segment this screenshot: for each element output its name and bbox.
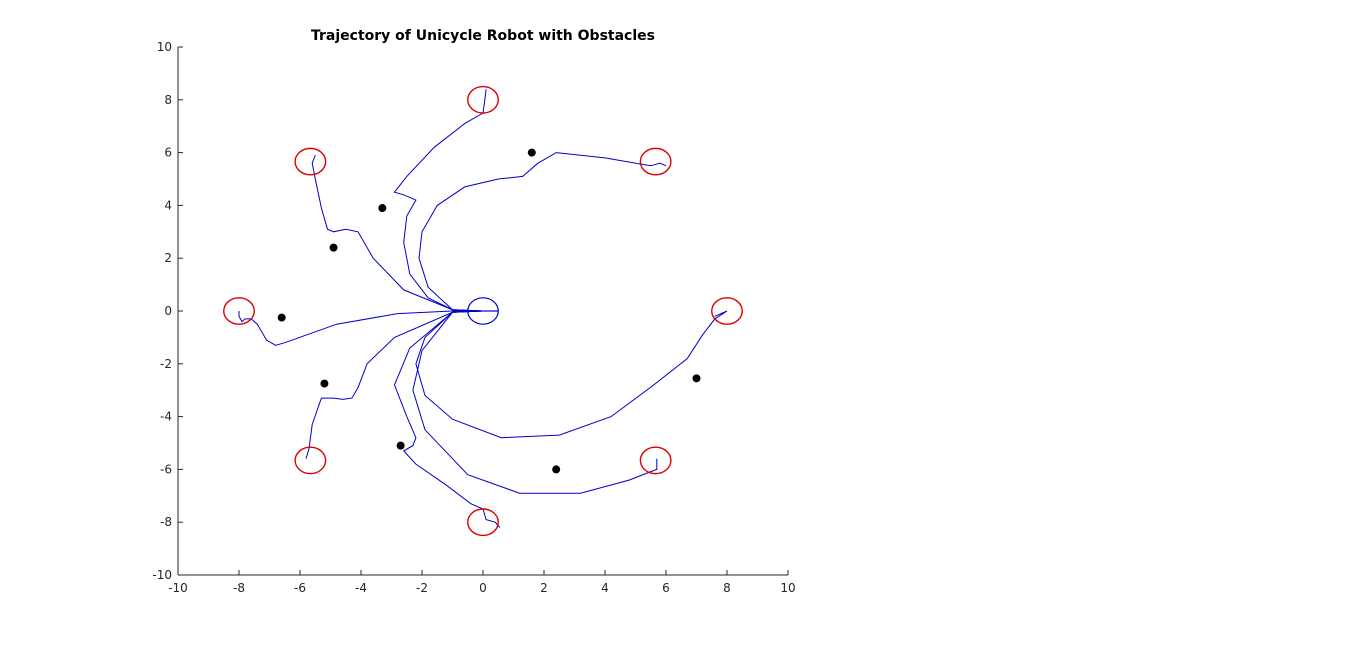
obstacle-point: [320, 379, 329, 388]
y-tick-label: -2: [160, 357, 172, 371]
obstacle-point: [552, 465, 561, 474]
y-tick-label: 6: [164, 146, 172, 160]
y-tick-label: -6: [160, 462, 172, 476]
obstacle-point: [692, 374, 701, 383]
goal-marker: [467, 85, 499, 114]
obstacle-point: [378, 204, 387, 213]
x-tick-label: 8: [723, 581, 731, 595]
x-tick-label: 4: [601, 581, 609, 595]
y-tick-label: 10: [157, 40, 172, 54]
x-tick-label: -6: [294, 581, 306, 595]
y-tick-label: -4: [160, 410, 172, 424]
obstacle-point: [277, 313, 286, 322]
trajectory-line: [311, 155, 484, 312]
obstacle-point: [396, 441, 405, 450]
y-tick-label: -10: [152, 568, 172, 582]
trajectory-line: [393, 310, 501, 528]
x-tick-label: 6: [662, 581, 670, 595]
trajectory-line: [415, 310, 728, 439]
y-tick-label: 4: [164, 198, 172, 212]
goal-marker: [223, 297, 255, 325]
x-tick-label: -8: [233, 581, 245, 595]
chart-title: Trajectory of Unicycle Robot with Obstac…: [311, 28, 655, 44]
y-tick-label: 0: [164, 304, 172, 318]
obstacle-point: [329, 243, 338, 252]
x-tick-label: -4: [355, 581, 367, 595]
goal-marker: [467, 508, 499, 537]
goal-marker: [711, 297, 743, 325]
x-tick-label: -2: [416, 581, 428, 595]
y-tick-label: 8: [164, 93, 172, 107]
plot-area: -10 -8 -6 -4 -2 0 2 4 6 8 10 10 8 6 4 2 0 -2 -4 -6 -8 -10: [152, 40, 795, 595]
trajectory-line: [305, 310, 484, 459]
goal-marker: [639, 147, 672, 176]
trajectory-line: [393, 89, 487, 312]
goal-marker: [639, 446, 672, 475]
x-tick-label: -10: [168, 581, 188, 595]
trajectory-line: [418, 152, 667, 312]
x-tick-label: 2: [540, 581, 548, 595]
x-tick-label: 10: [780, 581, 795, 595]
y-tick-label: 2: [164, 251, 172, 265]
y-tick-label: -8: [160, 515, 172, 529]
trajectory-line: [238, 310, 483, 346]
trajectory-line: [412, 310, 658, 494]
x-tick-label: 0: [479, 581, 487, 595]
goal-marker: [294, 446, 327, 475]
obstacle-point: [527, 148, 536, 157]
goal-marker: [294, 147, 327, 176]
